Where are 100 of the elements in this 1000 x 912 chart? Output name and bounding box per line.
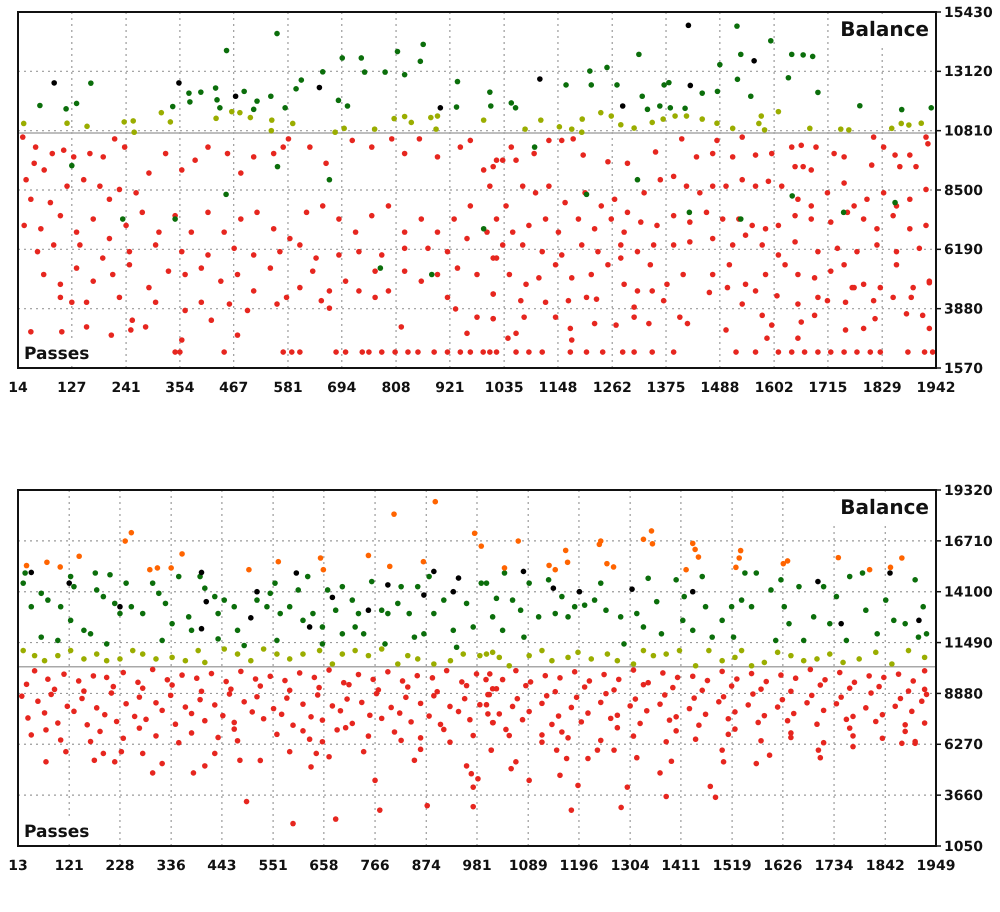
- x-tick-label: 1035: [484, 380, 524, 396]
- x-tick-label: 694: [327, 380, 357, 396]
- point: [784, 558, 790, 564]
- point: [246, 566, 252, 572]
- point: [386, 564, 393, 570]
- x-tick-label: 1949: [916, 858, 956, 874]
- point: [686, 22, 692, 28]
- point: [520, 568, 526, 574]
- x-tick-label: 228: [105, 858, 135, 874]
- x-tick-label: 1942: [916, 380, 956, 396]
- point: [579, 116, 586, 122]
- y-tick-label: 13120: [944, 64, 993, 80]
- point: [568, 126, 575, 132]
- point: [232, 93, 238, 100]
- point: [906, 122, 912, 128]
- point: [366, 607, 372, 614]
- point: [366, 552, 372, 558]
- point: [432, 498, 438, 504]
- point: [562, 548, 568, 554]
- x-tick-label: 766: [360, 858, 390, 874]
- point: [154, 565, 160, 571]
- point: [456, 575, 462, 581]
- y-tick-label: 8500: [944, 182, 984, 199]
- point: [276, 558, 282, 565]
- point: [130, 118, 136, 124]
- point: [650, 540, 656, 547]
- point: [203, 598, 210, 604]
- point: [198, 626, 204, 632]
- point: [198, 570, 204, 576]
- y-tick-label: 14100: [944, 584, 993, 601]
- point: [306, 624, 312, 630]
- point: [898, 120, 904, 126]
- point: [268, 117, 275, 123]
- x-tick-label: 1626: [763, 858, 802, 874]
- y-tick-label: 6270: [944, 737, 984, 754]
- point: [431, 568, 437, 574]
- point: [478, 543, 484, 549]
- point: [121, 119, 127, 125]
- x-tick-label: 874: [412, 858, 442, 874]
- point: [690, 540, 696, 546]
- point: [610, 564, 616, 570]
- point: [51, 80, 57, 86]
- point: [699, 116, 706, 122]
- point: [228, 108, 235, 114]
- point: [433, 126, 439, 132]
- point: [332, 129, 338, 136]
- point: [237, 110, 243, 116]
- point: [428, 114, 434, 120]
- point: [672, 113, 678, 119]
- point: [330, 594, 336, 600]
- x-tick-label: 1304: [610, 858, 650, 874]
- point: [684, 113, 690, 119]
- point: [28, 570, 34, 576]
- x-tick-label: 1715: [808, 380, 848, 396]
- point: [738, 548, 744, 554]
- point: [44, 559, 50, 566]
- point: [631, 125, 637, 131]
- point: [550, 585, 556, 592]
- point: [546, 562, 552, 568]
- x-tick-label: 1519: [712, 858, 752, 874]
- point: [84, 124, 90, 130]
- point: [20, 120, 27, 126]
- point: [434, 113, 440, 119]
- point: [683, 566, 689, 572]
- x-tick-label: 981: [462, 858, 492, 874]
- point: [552, 566, 558, 572]
- point: [480, 117, 486, 123]
- point: [648, 528, 654, 534]
- point: [756, 120, 762, 126]
- point: [213, 116, 219, 122]
- point: [598, 538, 604, 544]
- point: [158, 110, 164, 116]
- point: [888, 564, 894, 570]
- point: [620, 103, 626, 109]
- x-axis-title: Passes: [24, 344, 90, 364]
- point: [76, 553, 82, 560]
- point: [128, 530, 134, 536]
- point: [537, 76, 543, 82]
- point: [147, 566, 153, 572]
- point: [168, 119, 174, 125]
- point: [522, 126, 528, 132]
- x-tick-label: 808: [381, 380, 411, 396]
- point: [836, 554, 842, 560]
- point: [887, 570, 893, 576]
- point: [385, 582, 391, 588]
- point: [421, 592, 427, 598]
- point: [608, 113, 614, 119]
- point: [320, 566, 326, 572]
- y-tick-label: 8880: [944, 686, 984, 702]
- y-tick-label: 3660: [944, 788, 984, 804]
- point: [64, 120, 70, 126]
- y-tick-label: 1050: [944, 838, 984, 855]
- point: [564, 559, 570, 566]
- y-tick-label: 10810: [944, 124, 993, 140]
- point: [807, 126, 813, 132]
- x-tick-label: 241: [111, 380, 141, 396]
- point: [402, 114, 408, 120]
- point: [341, 126, 347, 132]
- x-tick-label: 443: [207, 858, 237, 874]
- y-tick-label: 11490: [944, 635, 993, 652]
